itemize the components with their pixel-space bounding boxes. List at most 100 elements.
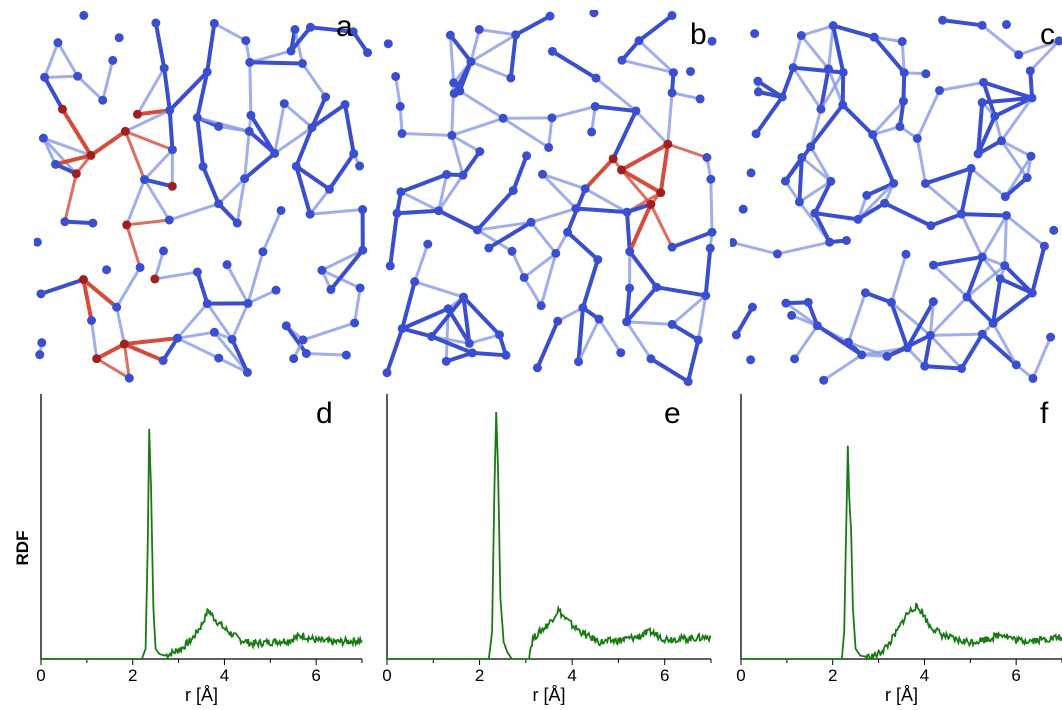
- atom: [139, 175, 149, 185]
- atom: [102, 265, 112, 275]
- bond: [594, 76, 638, 113]
- atom: [301, 348, 311, 358]
- atom: [869, 32, 879, 42]
- atom: [159, 246, 169, 256]
- bond: [469, 28, 481, 64]
- bond: [976, 114, 997, 156]
- bond: [235, 177, 247, 225]
- atom: [355, 283, 365, 293]
- bond: [965, 254, 985, 299]
- bond: [167, 108, 175, 152]
- atom: [340, 100, 350, 110]
- bond: [205, 21, 217, 74]
- bond: [863, 290, 894, 305]
- bond: [541, 172, 587, 191]
- atom: [683, 377, 693, 387]
- atom: [410, 277, 420, 287]
- atom: [51, 159, 61, 169]
- bond: [508, 32, 518, 80]
- bond: [448, 33, 456, 85]
- atom: [1000, 192, 1010, 202]
- atom: [920, 361, 930, 371]
- atom: [868, 130, 878, 140]
- atom: [996, 136, 1006, 146]
- atom: [977, 20, 987, 30]
- bond: [882, 201, 933, 228]
- atom: [812, 321, 822, 331]
- atom: [787, 310, 797, 320]
- atom: [60, 217, 70, 227]
- bond: [475, 188, 516, 232]
- atom: [271, 285, 281, 295]
- bond: [413, 242, 430, 284]
- bond: [81, 277, 94, 323]
- bond: [246, 288, 278, 305]
- atom: [616, 348, 626, 358]
- bond: [486, 220, 534, 250]
- bond: [135, 66, 166, 116]
- bond: [991, 276, 1003, 326]
- atom: [276, 205, 286, 215]
- atom: [966, 163, 976, 173]
- bond: [195, 270, 210, 306]
- atom: [88, 218, 98, 228]
- bond: [460, 149, 482, 178]
- bond: [856, 201, 887, 222]
- atom: [167, 145, 177, 155]
- bond: [871, 125, 902, 137]
- atom: [475, 146, 485, 156]
- x-tick-label-d: 4: [220, 666, 229, 685]
- bond: [791, 65, 846, 75]
- atom: [1039, 241, 1049, 251]
- bond: [76, 74, 105, 102]
- bond: [625, 210, 632, 254]
- atom: [853, 214, 863, 224]
- bond: [1003, 175, 1030, 199]
- atom: [494, 330, 504, 340]
- atom: [707, 36, 717, 46]
- bond: [195, 69, 210, 120]
- atom: [350, 318, 360, 328]
- atom: [652, 282, 662, 292]
- atom: [1026, 151, 1036, 161]
- bond: [1028, 39, 1061, 73]
- bond: [550, 49, 598, 81]
- bond: [247, 60, 305, 66]
- atom: [291, 161, 301, 171]
- panel-label-b: b: [690, 18, 707, 51]
- atom: [580, 184, 590, 194]
- bond: [872, 35, 907, 75]
- atom: [646, 199, 656, 209]
- bond: [819, 70, 845, 111]
- atom: [842, 235, 852, 245]
- bond: [620, 168, 653, 206]
- bond: [915, 136, 927, 185]
- atom: [646, 354, 656, 364]
- atom: [656, 188, 666, 198]
- bond: [123, 129, 174, 152]
- atom: [797, 152, 807, 162]
- atom: [92, 354, 102, 364]
- bond: [812, 211, 861, 222]
- atom: [441, 356, 451, 366]
- bond: [437, 173, 465, 213]
- bond: [928, 332, 984, 337]
- atom: [35, 350, 45, 360]
- atom: [826, 176, 836, 186]
- bond: [915, 88, 942, 140]
- atom: [40, 72, 50, 82]
- bond: [294, 164, 332, 192]
- bond: [63, 172, 78, 224]
- atom: [753, 76, 763, 86]
- bond: [670, 294, 708, 326]
- bond: [959, 166, 974, 217]
- bond: [541, 172, 578, 211]
- bond: [153, 270, 199, 281]
- atom: [730, 238, 738, 248]
- bond: [309, 94, 328, 130]
- atom: [899, 68, 909, 78]
- bond: [905, 299, 936, 350]
- bond: [469, 33, 518, 64]
- bond: [153, 249, 166, 281]
- atom: [192, 267, 202, 277]
